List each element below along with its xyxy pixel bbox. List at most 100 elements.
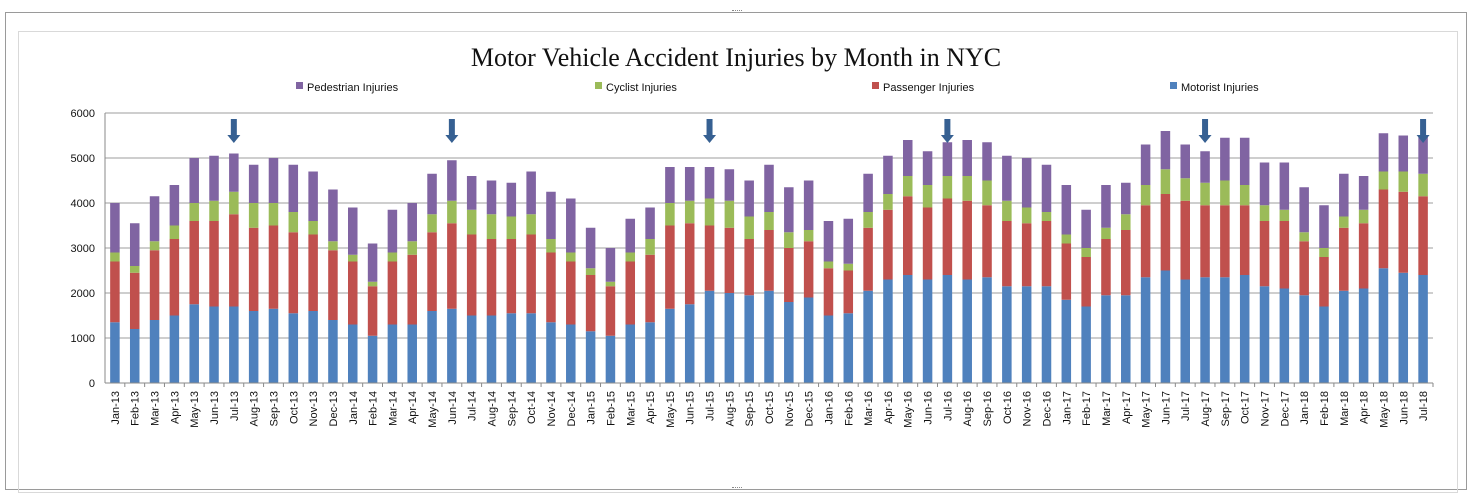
bar-segment: [506, 216, 517, 239]
bar-segment: [1160, 270, 1171, 383]
bar-segment: [546, 191, 556, 239]
x-tick-label: Jul-13: [229, 391, 241, 421]
bar-segment: [1160, 194, 1171, 271]
x-tick-label: Jun-13: [209, 391, 221, 425]
bar-segment: [843, 313, 854, 383]
x-tick-label: Jul-14: [467, 391, 479, 421]
bar-segment: [744, 239, 754, 296]
bar-segment: [1358, 176, 1369, 210]
down-arrow-icon: [703, 119, 717, 143]
resize-handle-bottom[interactable]: [732, 487, 742, 491]
bar-segment: [1418, 275, 1428, 383]
bar-segment: [982, 142, 992, 181]
bar-segment: [466, 209, 477, 235]
bar-segment: [803, 180, 814, 230]
bar-segment: [1021, 207, 1032, 224]
bar-segment: [1299, 241, 1309, 296]
bar-segment: [1140, 205, 1151, 278]
x-tick-label: May-15: [665, 391, 677, 428]
bar-segment: [1378, 171, 1389, 190]
down-arrow-icon: [940, 119, 954, 143]
bar-segment: [962, 140, 972, 176]
bar-segment: [189, 304, 199, 383]
bar-segment: [169, 315, 180, 383]
x-tick-label: Mar-14: [387, 391, 399, 426]
bar-segment: [704, 167, 715, 199]
bar-segment: [129, 272, 140, 329]
bar-segment: [1180, 144, 1190, 179]
legend-swatch: [595, 82, 602, 89]
bar-segment: [784, 248, 794, 302]
bar-segment: [665, 308, 675, 383]
bar-segment: [684, 223, 695, 305]
bar-segment: [367, 286, 378, 336]
x-tick-label: Jul-15: [705, 391, 717, 421]
x-tick-label: Mar-18: [1339, 391, 1351, 426]
resize-handle-top[interactable]: [732, 10, 742, 14]
bar-segment: [1101, 185, 1111, 228]
bar-segment: [823, 315, 834, 383]
bar-segment: [1259, 286, 1270, 383]
bar-segment: [1299, 232, 1309, 242]
bar-segment: [1220, 180, 1230, 206]
bar-segment: [209, 200, 219, 221]
bar-segment: [724, 200, 735, 228]
bar-segment: [129, 223, 140, 266]
bar-segment: [962, 176, 972, 201]
bar-segment: [1200, 151, 1210, 183]
bar-segment: [526, 171, 536, 215]
x-tick-label: Apr-13: [169, 391, 181, 424]
y-tick-label: 6000: [71, 108, 95, 120]
bar-segment: [1081, 257, 1091, 307]
bar-segment: [229, 306, 239, 383]
x-tick-label: Apr-18: [1359, 391, 1371, 424]
bar-segment: [1279, 288, 1290, 383]
chart-title: Motor Vehicle Accident Injuries by Month…: [471, 43, 1001, 72]
bar-segment: [1021, 223, 1032, 287]
bar-segment: [1319, 257, 1329, 307]
bar-segment: [823, 221, 834, 262]
x-tick-label: Oct-13: [288, 391, 300, 424]
bar-segment: [823, 261, 834, 269]
bar-segment: [922, 151, 933, 185]
bar-segment: [902, 176, 913, 197]
bar-segment: [308, 234, 318, 311]
bar-segment: [1339, 227, 1349, 291]
bar-segment: [1160, 169, 1171, 194]
bar-segment: [1200, 182, 1210, 206]
bar-segment: [625, 324, 636, 383]
bar-segment: [248, 203, 259, 228]
x-tick-label: Feb-18: [1319, 391, 1331, 426]
bar-segment: [704, 225, 715, 291]
bar-segment: [1358, 223, 1369, 289]
x-tick-label: Jan-15: [586, 391, 598, 425]
bar-segment: [922, 207, 933, 280]
x-tick-label: Nov-17: [1260, 391, 1272, 426]
bar-segment: [129, 266, 140, 273]
bar-segment: [1220, 205, 1230, 278]
legend-label: Cyclist Injuries: [606, 82, 677, 94]
bar-segment: [1180, 178, 1190, 201]
bar-segment: [863, 212, 873, 228]
x-tick-label: Sep-14: [506, 391, 518, 426]
bar-segment: [1279, 162, 1290, 210]
bar-segment: [724, 169, 735, 201]
bar-segment: [526, 214, 536, 235]
bar-segment: [724, 293, 735, 383]
x-tick-label: Oct-15: [764, 391, 776, 424]
bar-segment: [427, 173, 437, 215]
bar-segment: [863, 173, 873, 212]
bar-segment: [784, 187, 794, 233]
plot-area-border: [18, 31, 1458, 493]
bar-segment: [665, 225, 675, 309]
x-tick-label: Feb-16: [843, 391, 855, 426]
bar-segment: [486, 214, 497, 239]
bar-segment: [506, 239, 517, 314]
bar-segment: [1259, 221, 1270, 287]
x-tick-label: Jan-17: [1061, 391, 1073, 425]
bar-segment: [585, 268, 596, 275]
bar-segment: [823, 268, 834, 316]
x-tick-label: May-17: [1141, 391, 1153, 428]
x-tick-label: Nov-16: [1022, 391, 1034, 426]
bar-segment: [328, 189, 338, 242]
